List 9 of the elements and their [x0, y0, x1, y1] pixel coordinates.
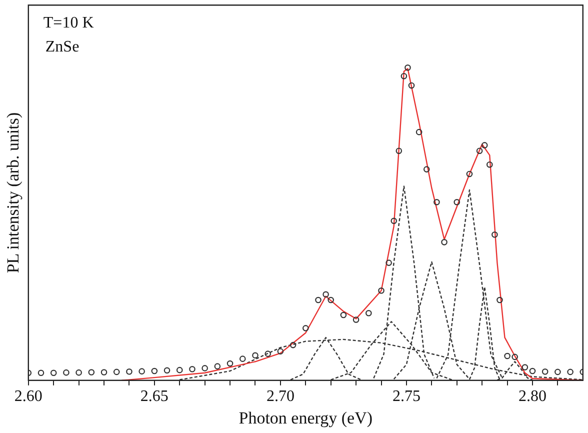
x-tick-label: 2.80 — [518, 388, 546, 406]
x-tick-label: 2.60 — [14, 388, 42, 406]
x-tick-label: 2.75 — [392, 388, 420, 406]
x-tick-label: 2.65 — [140, 388, 168, 406]
text: ZnSe — [45, 38, 80, 56]
text: T=10 K — [43, 14, 94, 32]
x-axis-title: Photon energy (eV) — [238, 408, 373, 428]
x-tick-label: 2.70 — [266, 388, 294, 406]
y-axis-title: PL intensity (arb. units) — [4, 112, 23, 274]
